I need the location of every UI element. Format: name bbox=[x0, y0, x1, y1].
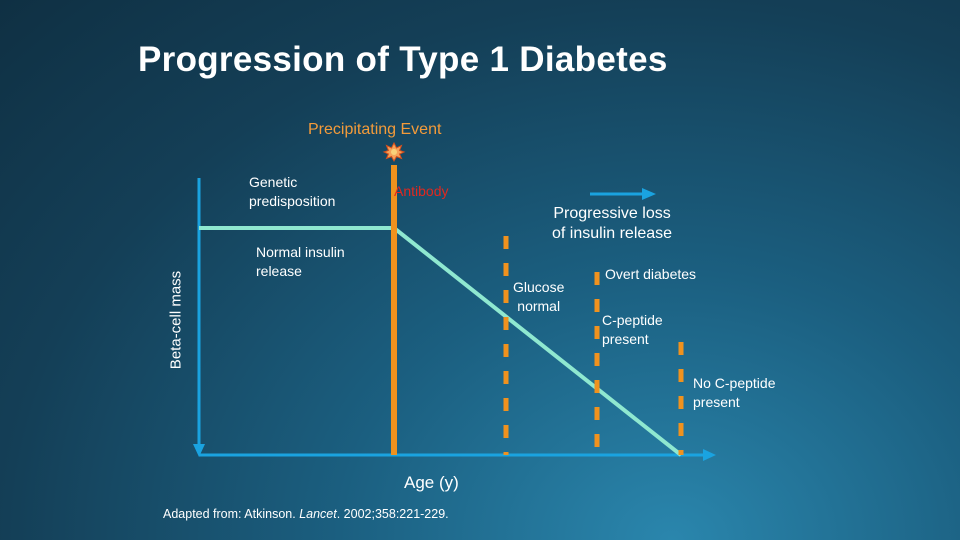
no-c-peptide-label: No C-peptide present bbox=[693, 375, 776, 410]
page-title: Progression of Type 1 Diabetes bbox=[138, 40, 668, 79]
starburst-icon bbox=[382, 141, 406, 163]
x-axis bbox=[199, 449, 716, 461]
progressive-loss-label: Progressive loss of insulin release bbox=[552, 205, 673, 242]
antibody-label: Antibody bbox=[394, 183, 449, 199]
genetic-predisposition-label: Genetic predisposition bbox=[249, 174, 336, 209]
progressive-loss-arrow bbox=[590, 188, 656, 200]
glucose-normal-label: Glucose normal bbox=[513, 279, 565, 314]
source-prefix: Adapted from: Atkinson. bbox=[163, 507, 300, 521]
y-axis-label: Beta-cell mass bbox=[167, 270, 185, 370]
source-citation: Adapted from: Atkinson. Lancet. 2002;358… bbox=[163, 507, 449, 521]
normal-insulin-label: Normal insulin release bbox=[256, 244, 345, 279]
precipitating-event-label: Precipitating Event bbox=[308, 121, 442, 138]
y-axis bbox=[193, 178, 205, 457]
overt-diabetes-label: Overt diabetes bbox=[605, 266, 697, 282]
source-journal: Lancet bbox=[299, 507, 337, 521]
x-axis-label: Age (y) bbox=[404, 473, 459, 492]
source-suffix: . 2002;358:221-229. bbox=[336, 507, 449, 521]
c-peptide-label: C-peptide present bbox=[602, 312, 663, 347]
